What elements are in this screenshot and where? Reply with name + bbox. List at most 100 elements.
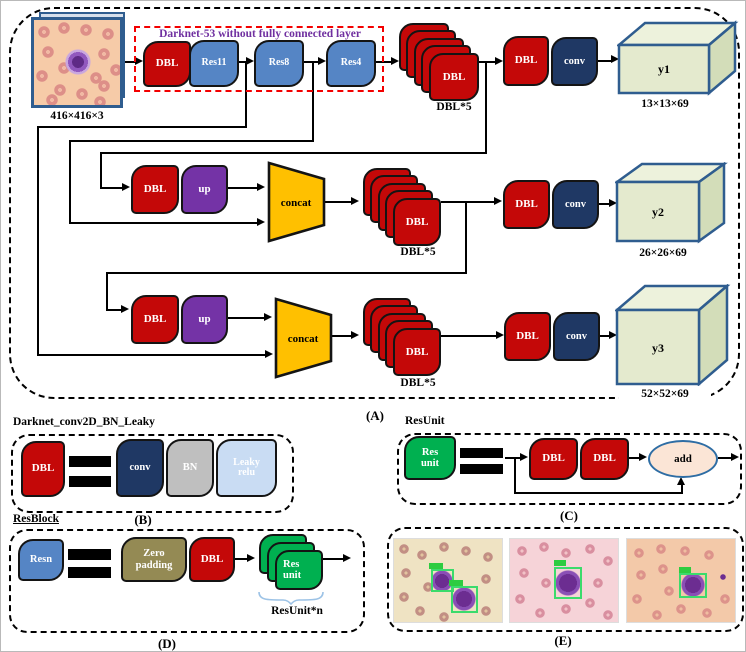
connector (598, 60, 612, 63)
concat-row2: concat (267, 161, 326, 243)
arrowhead (609, 331, 617, 339)
panel-c-label: (C) (559, 508, 579, 523)
output-box-y2: y2 (615, 162, 728, 244)
block-dbl-c1: DBL (529, 438, 578, 480)
detection-image-1 (393, 538, 503, 623)
dbl5-stack-front: DBL (393, 328, 441, 376)
block-dbl-backbone: DBL (143, 41, 191, 87)
connector (100, 152, 103, 189)
connector (37, 126, 247, 129)
arrowhead (731, 453, 739, 461)
connector (485, 62, 488, 153)
connector (304, 61, 319, 64)
y1-dims: 13×13×69 (641, 98, 689, 110)
block-res-unit-c: Res unit (404, 436, 456, 480)
block-resn: Resn (18, 539, 64, 581)
res-unit-stack-front: Res unit (275, 550, 323, 590)
connector (100, 152, 487, 155)
dbl5-stack-front: DBL (429, 53, 479, 101)
dbl5-stack-front: DBL (393, 198, 441, 246)
panel-b-outline (11, 434, 294, 513)
arrowhead (343, 554, 351, 562)
detection-label-tag (554, 560, 566, 566)
equals-bar (69, 476, 111, 487)
svg-text:concat: concat (281, 197, 312, 209)
panel-c-title: ResUnit (405, 415, 445, 427)
equals-bar (69, 456, 111, 467)
block-dbl-b: DBL (21, 441, 65, 497)
equals-bar (68, 549, 111, 560)
arrowhead (611, 55, 619, 63)
backbone-outline (134, 26, 384, 92)
block-zero-padding: Zero padding (121, 537, 187, 582)
y3-dims: 52×52×69 (619, 388, 711, 400)
connector (106, 272, 467, 275)
arrowhead (246, 57, 254, 65)
block-conv-head1: conv (551, 37, 598, 86)
connector (514, 492, 683, 495)
detection-label-tag (429, 563, 443, 569)
equals-bar (460, 448, 503, 458)
block-res4: Res4 (326, 40, 376, 87)
dbl5-label-row3: DBL*5 (400, 377, 436, 389)
connector (100, 187, 123, 190)
connector (106, 309, 122, 312)
arrowhead (257, 218, 265, 226)
arrowhead (265, 350, 273, 358)
connector (37, 354, 267, 357)
detection-image-3 (626, 538, 736, 623)
connector (325, 201, 353, 204)
panel-e-outline (387, 527, 744, 632)
connector (479, 61, 496, 64)
bounding-box (451, 586, 478, 613)
panel-d-outline (9, 529, 365, 633)
connector (123, 61, 137, 64)
arrowhead (135, 57, 143, 65)
bounding-box (554, 567, 582, 599)
connector (505, 457, 522, 460)
block-leaky-relu: Leaky relu (216, 439, 277, 497)
y1-label: y1 (658, 62, 670, 76)
block-dbl-row2: DBL (131, 165, 179, 214)
connector (239, 61, 249, 64)
brace (258, 591, 324, 605)
connector (312, 62, 315, 142)
arrowhead (391, 57, 399, 65)
block-conv-head3: conv (553, 312, 600, 361)
block-res11: Res11 (189, 40, 239, 87)
dbl5-label-row2: DBL*5 (400, 246, 436, 258)
equals-sign (460, 448, 503, 474)
connector (600, 335, 611, 338)
connector (465, 203, 468, 274)
block-dbl-head3: DBL (504, 312, 551, 361)
connector (69, 140, 314, 143)
arrowhead (264, 313, 272, 321)
block-conv-b: conv (116, 439, 164, 497)
arrowhead (677, 477, 685, 485)
arrowhead (351, 197, 359, 205)
panel-e-label: (E) (554, 633, 572, 648)
arrowhead (121, 305, 129, 313)
svg-text:concat: concat (288, 333, 319, 345)
arrowhead (496, 331, 504, 339)
panel-d-label: (D) (157, 636, 177, 651)
block-dbl-head2: DBL (503, 180, 550, 229)
detection-label-tag (679, 567, 691, 573)
input-caption: 416×416×3 (50, 110, 104, 122)
arrowhead (494, 197, 502, 205)
block-bn: BN (166, 439, 214, 497)
concat-row3: concat (274, 297, 333, 379)
detection-label-tag (449, 580, 463, 586)
dbl5-label-row1: DBL*5 (436, 101, 472, 113)
connector (441, 335, 498, 338)
panel-d-title: ResBlock (13, 513, 59, 525)
connector (514, 458, 517, 494)
arrowhead (520, 453, 528, 461)
arrowhead (247, 554, 255, 562)
connector (629, 457, 641, 460)
equals-sign (69, 456, 111, 487)
arrowhead (495, 57, 503, 65)
connector (323, 558, 345, 561)
block-up-row3: up (181, 295, 228, 344)
